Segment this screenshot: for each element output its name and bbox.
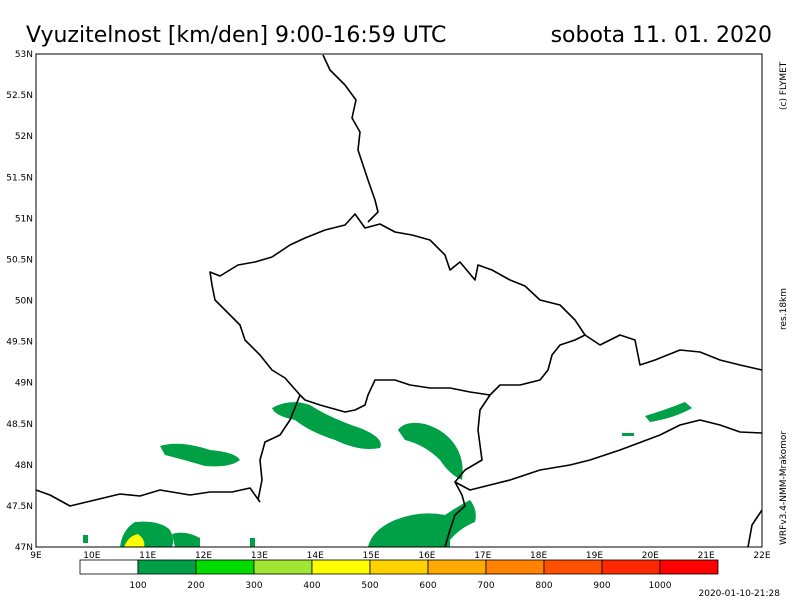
border xyxy=(209,213,586,413)
lon-label: 10E xyxy=(83,551,100,561)
borders xyxy=(35,54,763,548)
border xyxy=(35,487,261,507)
colorbar-box xyxy=(601,559,661,575)
lat-label: 47.5N xyxy=(6,502,33,512)
colorbar-label: 200 xyxy=(187,581,204,591)
colorbar-label: 400 xyxy=(303,581,320,591)
border xyxy=(444,481,466,548)
colorbar-box xyxy=(253,559,313,575)
border xyxy=(747,509,763,548)
colorbar-label: 300 xyxy=(245,581,262,591)
lat-label: 51N xyxy=(15,214,33,224)
lat-label: 51.5N xyxy=(6,173,33,183)
colorbar-label: 900 xyxy=(593,581,610,591)
title: Vyuzitelnost [km/den] 9:00-16:59 UTC xyxy=(26,23,446,48)
lon-label: 17E xyxy=(474,551,491,561)
lon-label: 16E xyxy=(418,551,435,561)
colorbar-box xyxy=(79,559,139,575)
lon-label: 13E xyxy=(251,551,268,561)
area xyxy=(398,422,463,480)
colorbar-label: 100 xyxy=(129,581,146,591)
lon-label: 9E xyxy=(30,551,42,561)
area xyxy=(124,534,145,547)
lon-label: 12E xyxy=(195,551,212,561)
lon-label: 19E xyxy=(586,551,603,561)
date: sobota 11. 01. 2020 xyxy=(551,23,772,48)
colorbar-label: 700 xyxy=(477,581,494,591)
colorbar-box xyxy=(427,559,487,575)
resolution: res.18km xyxy=(779,288,789,330)
area xyxy=(272,402,381,449)
border xyxy=(584,334,763,371)
area xyxy=(250,538,255,547)
lon-label: 15E xyxy=(363,551,380,561)
colorbar-label: 500 xyxy=(361,581,378,591)
area xyxy=(368,500,476,547)
colorbar-label: 600 xyxy=(419,581,436,591)
colorbar-box xyxy=(195,559,255,575)
area xyxy=(622,433,634,436)
lat-label: 50.5N xyxy=(6,255,33,265)
lat-label: 47N xyxy=(15,543,33,553)
lon-label: 14E xyxy=(307,551,324,561)
lat-label: 48.5N xyxy=(6,420,33,430)
area xyxy=(172,532,200,547)
colorbar-box xyxy=(485,559,545,575)
timestamp: 2020-01-10-21:28 xyxy=(699,589,781,599)
colorbar-box xyxy=(369,559,429,575)
lat-label: 53N xyxy=(15,50,33,60)
axis-labels: 53N 52.5N 52N 51.5N 51N 50.5N 50N 49.5N 49N 48.5N… xyxy=(6,50,771,561)
colorbar-box xyxy=(311,559,371,575)
map-frame xyxy=(35,53,763,548)
border xyxy=(257,394,301,501)
colorbar-label: 800 xyxy=(535,581,552,591)
precip-areas xyxy=(83,402,692,547)
area xyxy=(160,443,240,467)
copyright: (c) FLYMET xyxy=(779,61,789,110)
lat-label: 49.5N xyxy=(6,338,33,348)
area xyxy=(645,402,692,422)
colorbar-box xyxy=(543,559,603,575)
lon-label: 18E xyxy=(530,551,547,561)
colorbar-box xyxy=(659,559,719,575)
lon-label: 11E xyxy=(139,551,156,561)
border xyxy=(454,394,763,491)
lon-label: 21E xyxy=(698,551,715,561)
lat-label: 52N xyxy=(15,132,33,142)
colorbar-box xyxy=(137,559,197,575)
colorbar-label: 1000 xyxy=(649,581,672,591)
lat-label: 49N xyxy=(15,379,33,389)
lon-label: 22E xyxy=(753,551,770,561)
lat-label: 48N xyxy=(15,461,33,471)
lat-label: 50N xyxy=(15,297,33,307)
colorbar: 100 200 300 400 500 600 700 800 900 1000 xyxy=(79,559,719,591)
lon-label: 20E xyxy=(642,551,659,561)
border xyxy=(322,54,379,223)
lat-label: 52.5N xyxy=(6,91,33,101)
model-note: WRFv3.4-NMM-Mrakomor xyxy=(779,431,789,545)
area xyxy=(83,535,88,543)
